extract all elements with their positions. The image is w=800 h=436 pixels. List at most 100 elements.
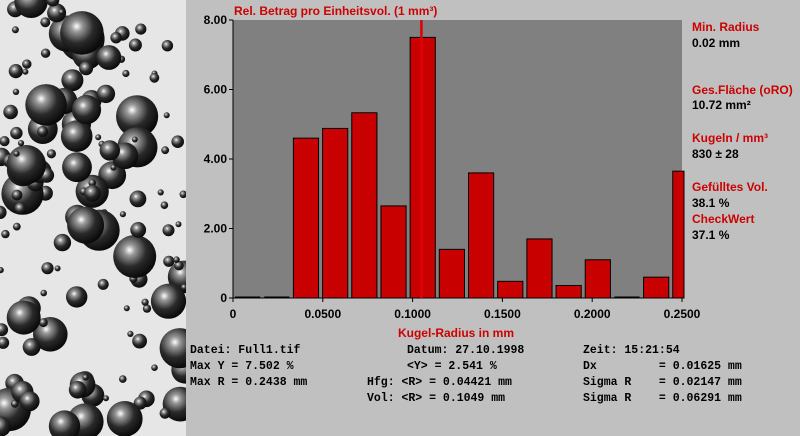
sphere	[119, 211, 126, 218]
sphere	[159, 328, 186, 369]
sphere	[3, 104, 18, 120]
histogram-bar	[584, 259, 611, 299]
check-value-value: 37.1 %	[692, 228, 730, 242]
histogram-bar	[438, 248, 465, 299]
sphere	[22, 59, 32, 69]
sphere	[22, 68, 29, 75]
sphere	[0, 416, 11, 436]
sphere	[66, 286, 88, 308]
min-radius-label: Min. Radius	[692, 20, 760, 34]
histogram-chart: 0 2.00 4.00 6.00 8.00 0 0.0500 0.1000 0.1500 0.2…	[204, 4, 701, 340]
sphere	[1, 229, 10, 239]
time: Zeit: 15:21:54	[583, 344, 680, 357]
sphere	[135, 23, 147, 35]
x-tick-label: 0	[230, 307, 237, 321]
sphere	[71, 95, 102, 125]
sphere	[96, 84, 116, 104]
histogram-bar	[322, 127, 349, 299]
surface-value: 10.72 mm²	[692, 98, 751, 112]
sphere	[8, 64, 23, 79]
histogram-bar	[351, 112, 378, 299]
y-tick-label: 6.00	[204, 83, 228, 97]
sphere	[142, 304, 152, 313]
sphere	[61, 69, 84, 92]
filled-volume-value: 38.1 %	[692, 196, 730, 210]
y-tick-label: 8.00	[204, 13, 228, 27]
sphere	[6, 300, 41, 335]
sphere	[12, 222, 21, 231]
mean-r-volume: Vol: <R> = 0.1049 mm	[367, 392, 506, 405]
sphere	[82, 374, 89, 381]
sphere	[84, 184, 101, 202]
sigma-r-2: Sigma R = 0.06291 mm	[583, 392, 742, 405]
sphere	[131, 136, 138, 143]
sphere	[157, 189, 164, 196]
sphere	[60, 120, 93, 152]
min-radius-value: 0.02 mm	[692, 36, 741, 50]
sphere	[53, 233, 72, 252]
sphere	[132, 333, 148, 349]
file-name: Datei: Full1.tif	[190, 344, 301, 357]
histogram-bar	[292, 137, 320, 299]
y-tick-label: 4.00	[204, 152, 228, 166]
sphere	[173, 256, 180, 264]
mean-y: <Y> = 2.541 %	[407, 360, 497, 373]
surface-label: Ges.Fläche (oRO)	[692, 83, 793, 97]
sphere	[162, 224, 175, 237]
sphere	[10, 126, 23, 140]
spheres-value: 830 ± 28	[692, 147, 739, 161]
max-y: Max Y = 7.502 %	[190, 360, 294, 373]
sphere	[175, 221, 182, 228]
sphere	[14, 202, 27, 215]
histogram-bar	[467, 172, 495, 299]
sphere	[62, 152, 92, 183]
sphere	[97, 278, 109, 290]
sphere	[159, 407, 171, 419]
sphere	[151, 364, 158, 372]
sphere	[19, 391, 40, 412]
sphere	[130, 222, 147, 238]
sphere	[67, 206, 105, 244]
sphere	[0, 136, 10, 147]
sphere	[60, 11, 104, 55]
sigma-r-1: Sigma R = 0.02147 mm	[583, 376, 742, 389]
sphere	[116, 95, 159, 138]
sphere	[13, 150, 20, 157]
sphere	[38, 318, 48, 328]
histogram-bar	[643, 276, 670, 299]
sphere	[161, 146, 170, 155]
sphere	[110, 164, 117, 171]
sphere	[103, 395, 109, 402]
sphere-micrograph	[0, 0, 186, 436]
sphere	[179, 190, 186, 199]
check-value-label: CheckWert	[692, 212, 755, 226]
histogram-bar	[555, 284, 582, 299]
sphere	[79, 61, 94, 76]
chart-title: Rel. Betrag pro Einheitsvol. (1 mm³)	[234, 4, 437, 18]
x-tick-label: 0.2500	[664, 307, 701, 321]
sphere	[47, 3, 67, 23]
sphere	[11, 26, 19, 34]
sphere	[163, 112, 170, 119]
micrograph-image	[0, 0, 186, 436]
sphere	[17, 140, 25, 147]
y-tick-label: 2.00	[204, 222, 228, 236]
histogram-bar	[409, 36, 436, 299]
sphere	[119, 375, 127, 383]
x-tick-label: 0.0500	[304, 307, 341, 321]
sphere	[129, 190, 147, 208]
histogram-bar	[380, 205, 407, 299]
date: Datum: 27.10.1998	[407, 344, 525, 357]
x-tick-label: 0.1000	[394, 307, 431, 321]
sphere	[46, 149, 57, 159]
sphere	[150, 283, 186, 319]
sphere	[25, 84, 67, 126]
filled-volume-label: Gefülltes Vol.	[692, 180, 768, 194]
sphere	[161, 40, 174, 52]
sphere	[174, 260, 184, 271]
x-tick-label: 0.1500	[484, 307, 521, 321]
sphere	[10, 399, 19, 408]
sphere	[41, 262, 54, 275]
sphere	[123, 305, 130, 312]
sphere	[0, 323, 9, 337]
